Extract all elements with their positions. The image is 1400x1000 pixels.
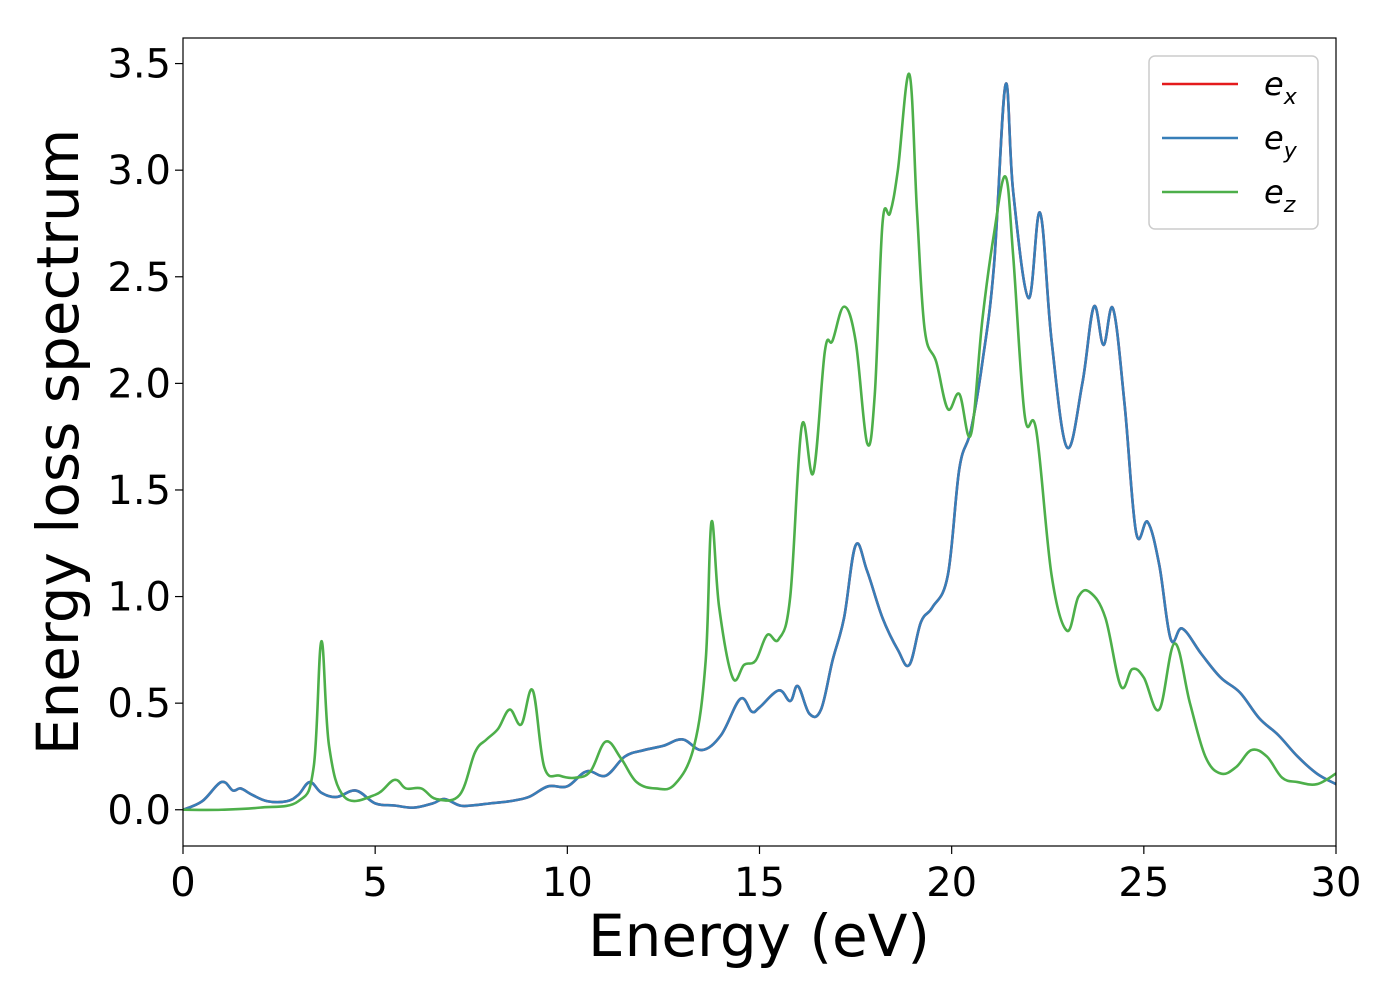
- x-tick-label: 20: [926, 860, 977, 906]
- y-tick-label: 1.0: [107, 575, 171, 621]
- y-tick-label: 2.5: [107, 255, 171, 301]
- y-axis-ticks: 0.0 0.5 1.0 1.5 2.0 2.5 3.0 3.5: [107, 42, 183, 834]
- x-tick-label: 10: [542, 860, 593, 906]
- y-tick-label: 2.0: [107, 361, 171, 407]
- series-line-e-z: [183, 72, 1336, 812]
- legend-label: ex: [1264, 65, 1298, 110]
- legend-label: ey: [1264, 119, 1298, 164]
- x-tick-label: 15: [734, 860, 785, 906]
- series-layer: [183, 72, 1336, 812]
- legend-entries: ex ey ez: [1162, 65, 1298, 218]
- y-axis-label: Energy loss spectrum: [24, 129, 92, 755]
- legend-frame: [1148, 55, 1319, 230]
- x-tick-label: 25: [1118, 860, 1169, 906]
- legend-label: ez: [1264, 173, 1296, 218]
- legend: ex ey ez: [1148, 55, 1319, 230]
- y-tick-label: 3.0: [107, 148, 171, 194]
- x-tick-label: 0: [170, 860, 195, 906]
- series-line-e-y: [183, 82, 1336, 812]
- x-axis-ticks: 0 5 10 15 20 25 30: [170, 846, 1361, 906]
- y-tick-label: 0.0: [107, 788, 171, 834]
- x-tick-label: 30: [1311, 860, 1362, 906]
- y-tick-label: 1.5: [107, 468, 171, 514]
- y-tick-label: 3.5: [107, 42, 171, 88]
- y-tick-label: 0.5: [107, 681, 171, 727]
- x-axis-label: Energy (eV): [588, 902, 930, 970]
- x-tick-label: 5: [362, 860, 387, 906]
